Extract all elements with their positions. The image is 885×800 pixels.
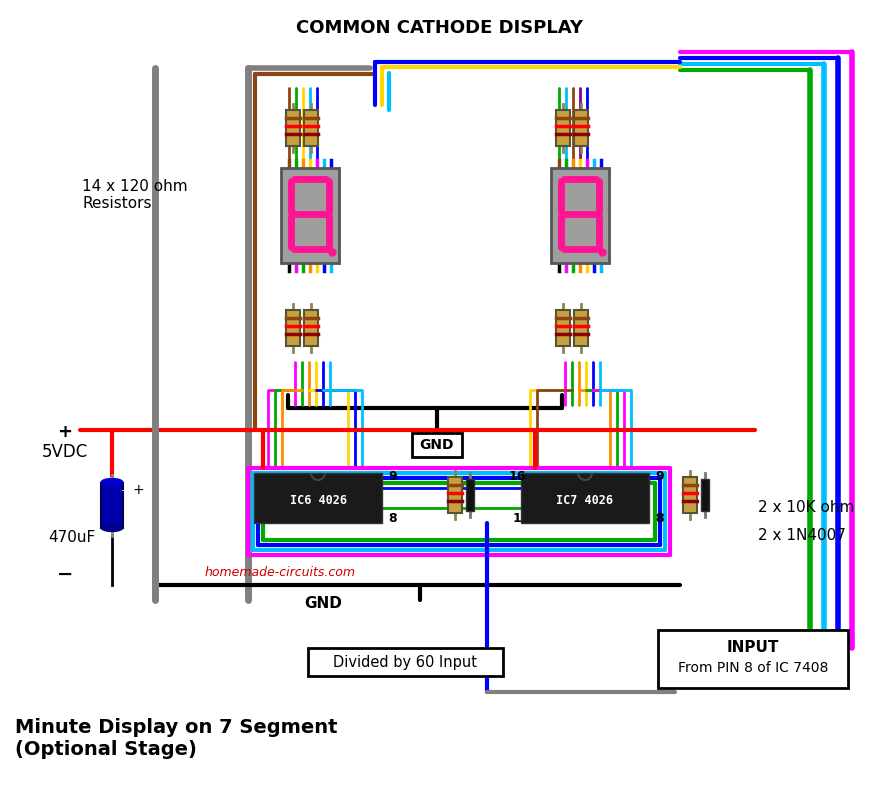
Text: Minute Display on 7 Segment
(Optional Stage): Minute Display on 7 Segment (Optional St… [15,718,337,759]
Bar [254,473,382,523]
Bar [466,479,474,511]
Text: homemade-circuits.com: homemade-circuits.com [205,566,356,579]
Text: From PIN 8 of IC 7408: From PIN 8 of IC 7408 [678,661,828,675]
Text: 1: 1 [513,513,522,526]
Bar [308,648,503,676]
Text: GND: GND [304,595,342,610]
Text: +: + [120,484,131,497]
Bar [286,310,300,346]
Bar [556,310,570,346]
Bar [683,477,697,513]
Bar [412,433,462,457]
Bar [701,479,709,511]
Bar [304,110,318,146]
Bar [574,110,588,146]
Ellipse shape [101,523,123,531]
Text: 8: 8 [655,513,664,526]
Text: IC7 4026: IC7 4026 [557,494,613,506]
Text: −: − [57,565,73,583]
Text: Divided by 60 Input: Divided by 60 Input [333,654,477,670]
Text: COMMON CATHODE DISPLAY: COMMON CATHODE DISPLAY [296,19,583,37]
Text: +: + [132,483,143,497]
Text: 2 x 10K ohm: 2 x 10K ohm [758,501,854,515]
Bar [286,110,300,146]
Bar [556,110,570,146]
Bar [521,473,649,523]
Text: +: + [58,423,73,441]
Text: 470uF: 470uF [49,530,96,545]
Text: IC6 4026: IC6 4026 [289,494,347,506]
Text: 14 x 120 ohm
Resistors: 14 x 120 ohm Resistors [82,178,188,211]
Bar [304,310,318,346]
Bar [658,630,848,688]
Text: 5VDC: 5VDC [42,443,88,461]
Bar [551,167,609,262]
Text: GND: GND [419,438,454,452]
Bar [101,482,123,527]
Text: INPUT: INPUT [727,641,779,655]
Text: 8: 8 [388,513,396,526]
Text: 2 x 1N4007: 2 x 1N4007 [758,527,846,542]
Text: 9: 9 [388,470,396,483]
Bar [281,167,339,262]
Text: 9: 9 [655,470,664,483]
Ellipse shape [101,478,123,486]
Bar [448,477,462,513]
Text: 16: 16 [509,470,527,483]
Bar [574,310,588,346]
